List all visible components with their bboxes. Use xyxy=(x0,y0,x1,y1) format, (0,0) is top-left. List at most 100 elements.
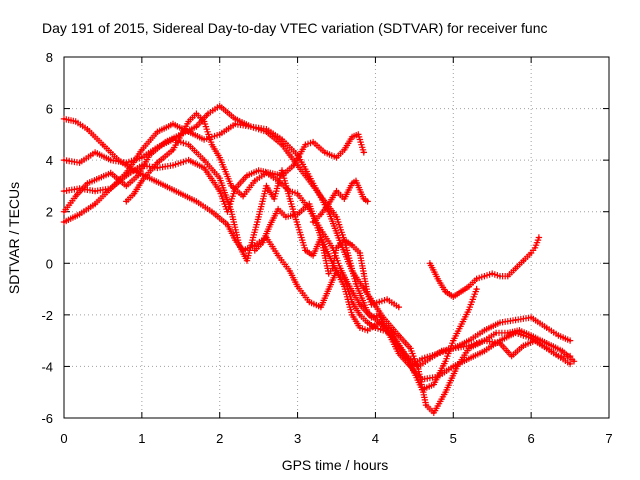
data-point xyxy=(389,329,393,332)
data-point xyxy=(101,143,105,146)
data-point xyxy=(245,174,249,177)
data-point xyxy=(568,362,572,366)
series-track-5 xyxy=(60,131,367,215)
data-point xyxy=(323,151,327,154)
data-point xyxy=(327,272,331,275)
data-point xyxy=(444,360,447,363)
data-point xyxy=(346,282,350,286)
series-track-1 xyxy=(60,115,480,393)
data-point xyxy=(350,182,354,185)
data-point xyxy=(572,360,576,363)
data-point xyxy=(343,148,346,152)
series-markers xyxy=(60,102,574,416)
data-point xyxy=(378,313,381,317)
data-point xyxy=(187,143,190,146)
data-point xyxy=(257,215,260,219)
data-point xyxy=(357,133,360,136)
data-point xyxy=(280,174,284,177)
data-point xyxy=(335,189,338,193)
data-point xyxy=(409,365,412,368)
data-point xyxy=(483,339,486,342)
data-point xyxy=(195,125,198,128)
data-point xyxy=(483,349,486,353)
x-tick-label: 3 xyxy=(294,431,301,446)
data-point xyxy=(498,321,502,324)
data-point xyxy=(78,187,81,190)
x-tick-label: 4 xyxy=(372,431,379,446)
data-point xyxy=(93,202,97,206)
data-point xyxy=(483,329,486,332)
data-point xyxy=(343,285,346,288)
axis-ticks: 0 1 2 3 4 5 6 7 -6 -4 -2 0 2 4 6 8 xyxy=(41,50,612,446)
data-point xyxy=(385,298,389,301)
series-track-4 xyxy=(60,120,578,370)
data-point xyxy=(261,241,264,244)
data-point xyxy=(148,176,151,180)
x-tick-label: 1 xyxy=(138,431,145,446)
data-point xyxy=(467,344,471,348)
data-point xyxy=(74,120,77,123)
data-point xyxy=(202,138,206,141)
data-point xyxy=(148,153,151,157)
data-point xyxy=(545,341,548,345)
series-markers xyxy=(309,177,371,226)
data-point xyxy=(276,179,280,183)
data-point xyxy=(171,122,175,126)
data-point xyxy=(210,143,214,146)
data-point xyxy=(272,197,276,201)
data-point xyxy=(452,365,455,368)
data-point xyxy=(514,267,517,270)
data-point xyxy=(319,213,323,216)
data-point xyxy=(409,347,412,350)
data-point xyxy=(339,267,342,270)
data-point xyxy=(557,334,560,337)
y-tick-label: 6 xyxy=(46,102,53,117)
data-point xyxy=(140,179,144,183)
data-point xyxy=(202,120,206,123)
data-point xyxy=(498,341,502,345)
data-point xyxy=(358,313,362,317)
data-point xyxy=(296,164,299,167)
data-point xyxy=(417,365,420,368)
data-point xyxy=(467,308,471,312)
data-point xyxy=(397,352,401,355)
data-point xyxy=(296,285,299,288)
data-point xyxy=(269,223,272,226)
data-point xyxy=(362,272,366,275)
data-point xyxy=(284,215,288,219)
data-point xyxy=(327,202,331,206)
data-point xyxy=(296,192,299,195)
data-point xyxy=(350,135,354,139)
data-point xyxy=(109,187,112,190)
data-point xyxy=(265,184,268,188)
data-point xyxy=(218,189,221,193)
data-point xyxy=(370,316,373,319)
y-tick-label: 0 xyxy=(46,256,53,271)
series-markers xyxy=(60,120,578,370)
data-point xyxy=(467,357,471,361)
data-point xyxy=(237,243,241,247)
data-point xyxy=(514,318,517,322)
data-point xyxy=(226,210,229,213)
data-point xyxy=(78,213,81,216)
y-tick-label: 8 xyxy=(46,50,53,65)
data-point xyxy=(522,259,525,263)
data-point xyxy=(187,158,190,162)
data-point xyxy=(311,184,315,188)
data-point xyxy=(311,254,315,257)
data-point xyxy=(179,192,183,195)
data-point xyxy=(62,210,66,213)
series-track-8 xyxy=(309,177,371,226)
data-point xyxy=(343,197,346,201)
chart-title: Day 191 of 2015, Sidereal Day-to-day VTE… xyxy=(42,20,548,36)
data-point xyxy=(529,334,533,337)
data-point xyxy=(218,176,221,180)
data-point xyxy=(452,339,455,342)
data-point xyxy=(163,184,167,188)
data-point xyxy=(319,305,323,309)
data-point xyxy=(568,339,572,342)
data-point xyxy=(557,354,560,358)
data-point xyxy=(218,104,221,108)
data-point xyxy=(253,179,257,183)
data-point xyxy=(319,236,323,239)
